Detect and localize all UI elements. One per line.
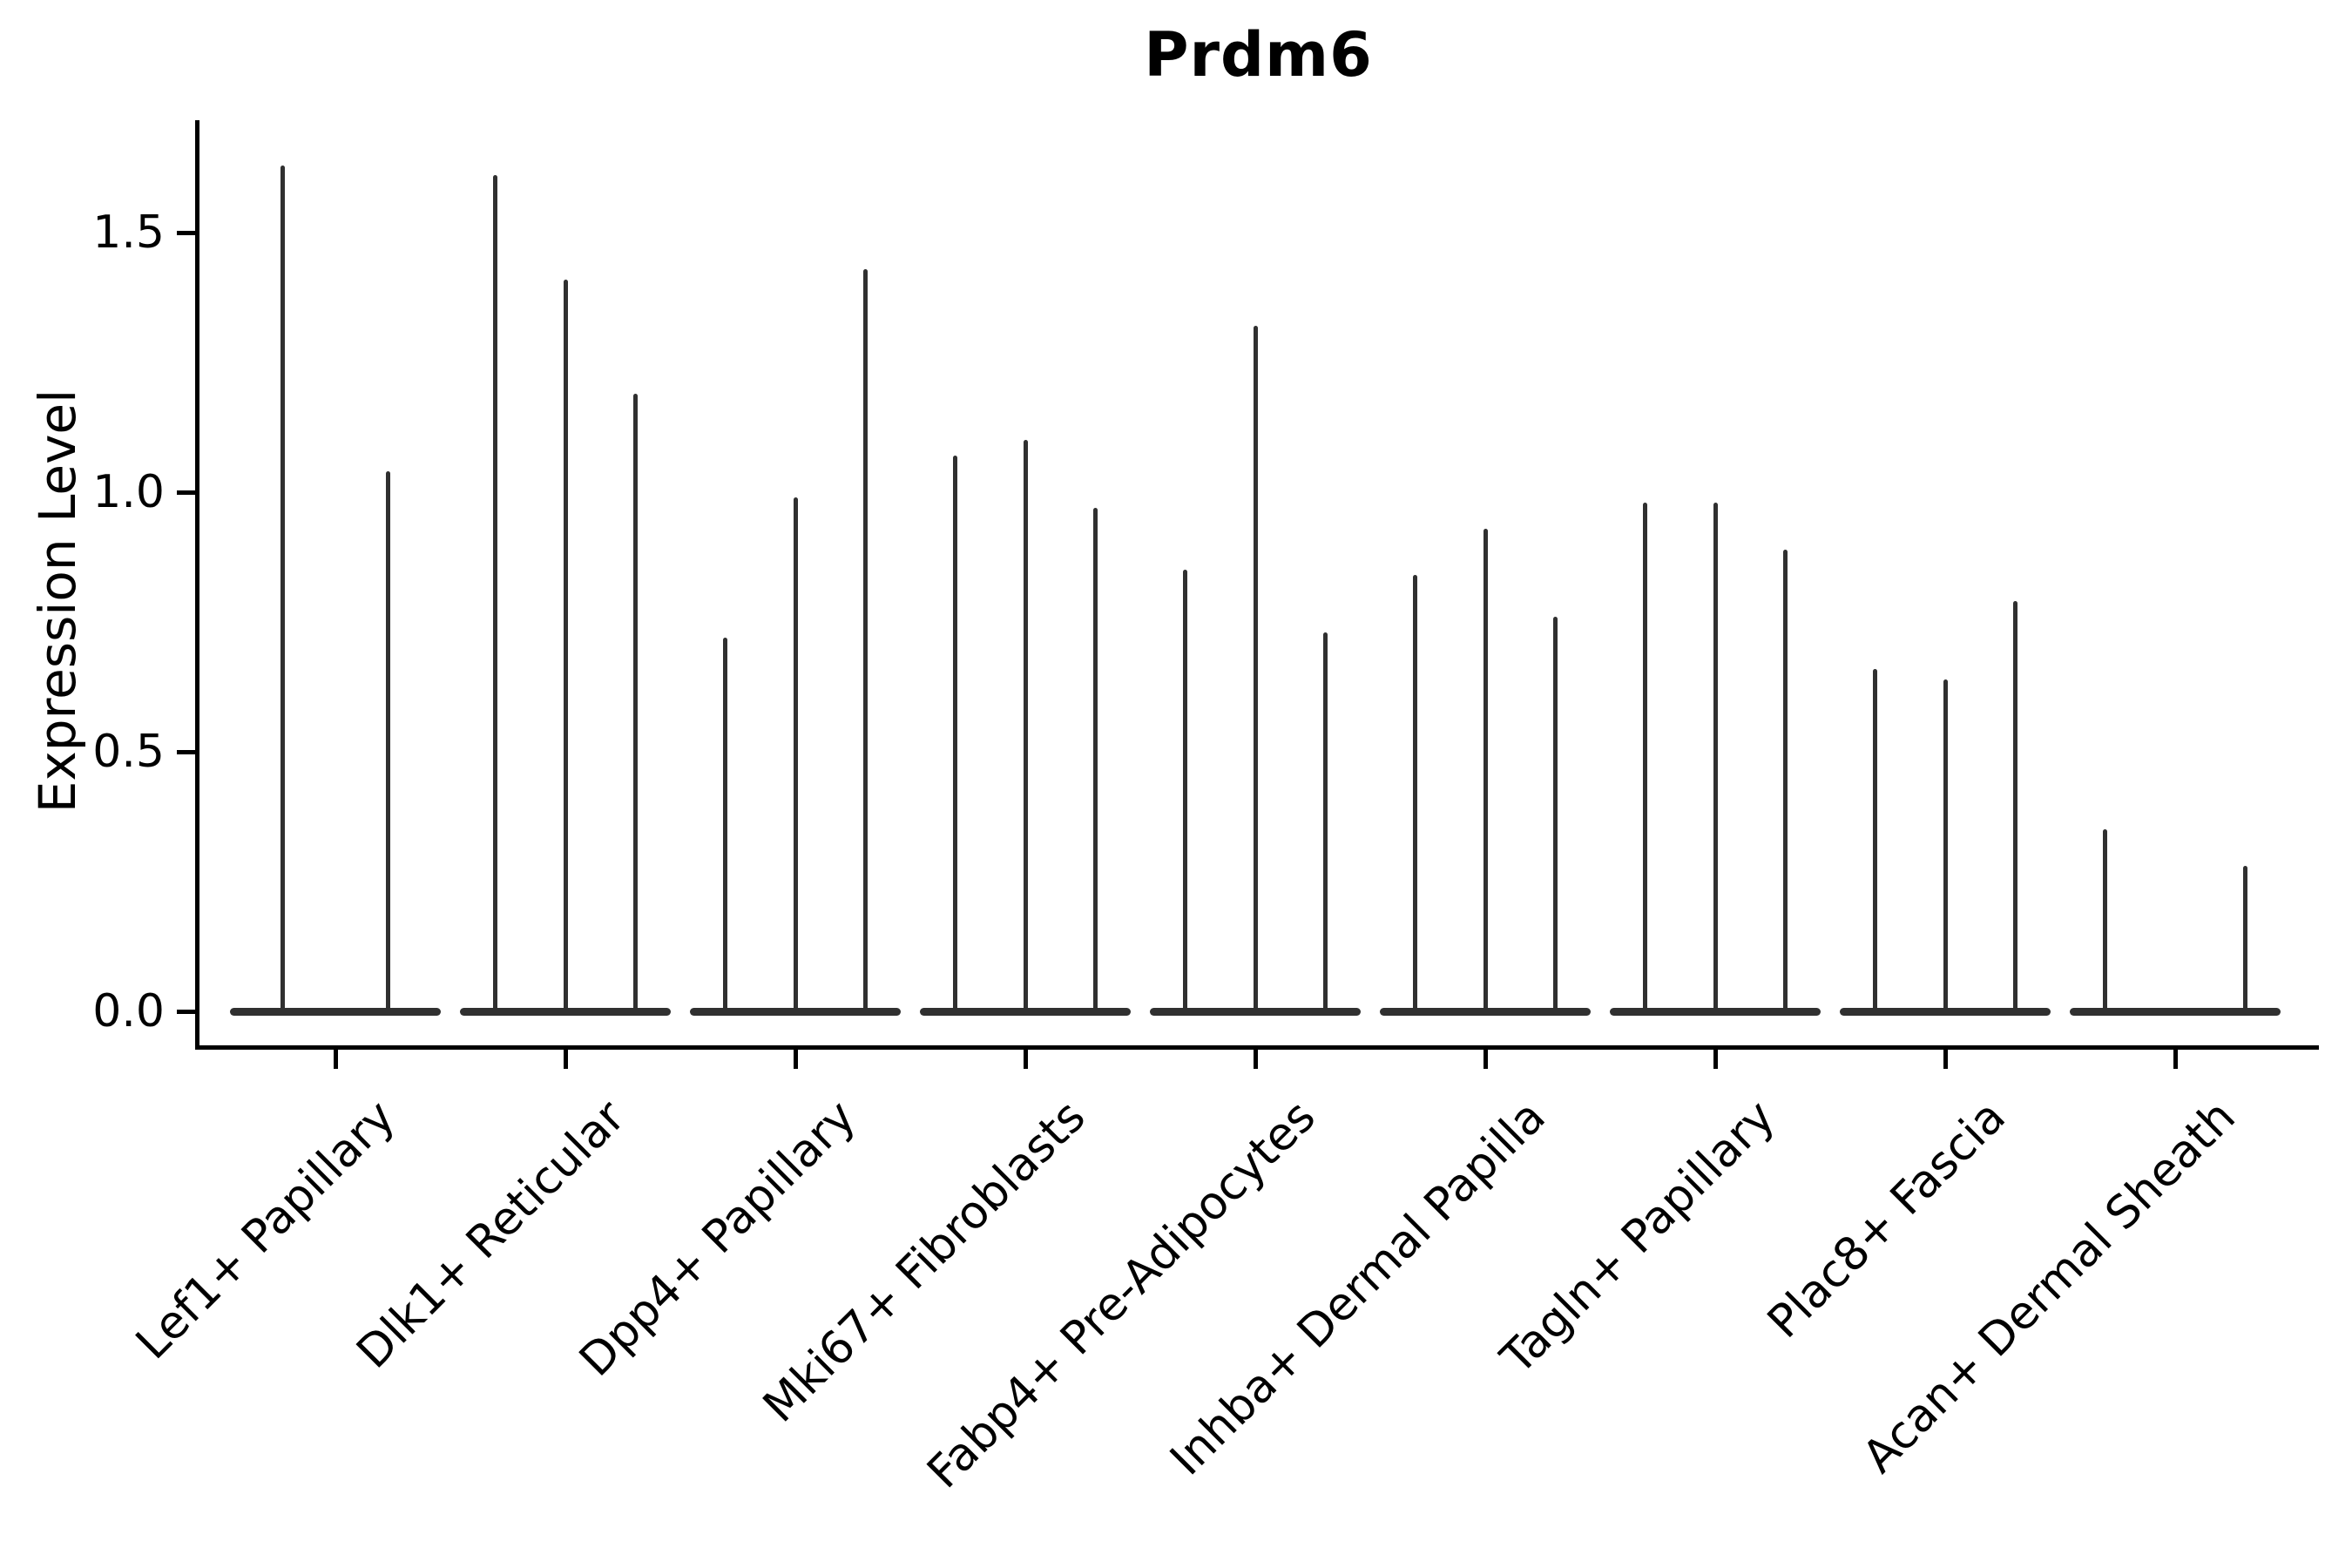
violin-spike <box>952 456 957 1011</box>
violin-spike <box>1323 632 1328 1011</box>
violin-spike <box>1642 502 1647 1011</box>
violin-base <box>920 1007 1131 1016</box>
x-category-label: Inhba+ Dermal Papilla <box>1159 1091 1556 1486</box>
violin-base <box>460 1007 671 1016</box>
y-tick-mark <box>177 749 196 754</box>
violin-spike <box>2102 829 2107 1011</box>
x-category-label: Acan+ Dermal Sheath <box>1852 1091 2246 1484</box>
y-tick-label: 0.5 <box>92 726 165 778</box>
x-axis-spine <box>195 1045 2319 1050</box>
y-tick-mark <box>177 1009 196 1014</box>
violin-spike <box>793 497 798 1011</box>
x-tick-mark <box>793 1050 798 1069</box>
violin-spike <box>563 279 568 1011</box>
chart-title: Prdm6 <box>1144 19 1373 91</box>
violin-base <box>690 1007 901 1016</box>
y-axis-spine <box>195 120 199 1050</box>
x-tick-mark <box>1023 1050 1028 1069</box>
x-tick-mark <box>333 1050 338 1069</box>
violin-spike <box>722 637 727 1011</box>
violin-spike <box>863 268 868 1011</box>
x-tick-mark <box>1943 1050 1948 1069</box>
violin-spike <box>492 175 497 1011</box>
violin-spike <box>1943 679 1948 1011</box>
violin-spike <box>2243 866 2248 1011</box>
violin-spike <box>1412 575 1417 1011</box>
x-tick-mark <box>563 1050 568 1069</box>
violin-spike <box>1023 440 1028 1011</box>
violin-spike <box>2013 601 2018 1011</box>
violin-base <box>1150 1007 1361 1016</box>
violin-base <box>2070 1007 2281 1016</box>
y-tick-label: 1.5 <box>92 206 165 259</box>
violin-spike <box>1483 528 1488 1011</box>
y-axis-label: Expression Level <box>28 389 87 814</box>
violin-spike <box>633 393 639 1011</box>
x-tick-mark <box>1483 1050 1488 1069</box>
violin-spike <box>1783 549 1788 1011</box>
violin-spike <box>386 471 390 1011</box>
violin-spike <box>1872 668 1877 1011</box>
x-tick-mark <box>1253 1050 1258 1069</box>
violin-spike <box>280 165 285 1011</box>
violin-spike <box>1182 570 1187 1011</box>
x-category-label: Plac8+ Fascia <box>1757 1091 2016 1348</box>
violin-spike <box>1093 507 1098 1011</box>
violin-base <box>1380 1007 1591 1016</box>
violin-spike <box>1253 326 1258 1011</box>
y-tick-mark <box>177 230 196 235</box>
violin-base <box>1840 1007 2051 1016</box>
y-tick-mark <box>177 490 196 495</box>
violin-base <box>1610 1007 1821 1016</box>
x-tick-mark <box>2173 1050 2178 1069</box>
violin-spike <box>1553 617 1558 1011</box>
violin-base <box>230 1007 441 1016</box>
x-category-label: Fabp4+ Pre-Adipocytes <box>917 1091 1326 1499</box>
x-tick-mark <box>1713 1050 1718 1069</box>
y-tick-label: 1.0 <box>92 466 165 518</box>
y-tick-label: 0.0 <box>92 985 165 1037</box>
violin-spike <box>1713 502 1718 1011</box>
